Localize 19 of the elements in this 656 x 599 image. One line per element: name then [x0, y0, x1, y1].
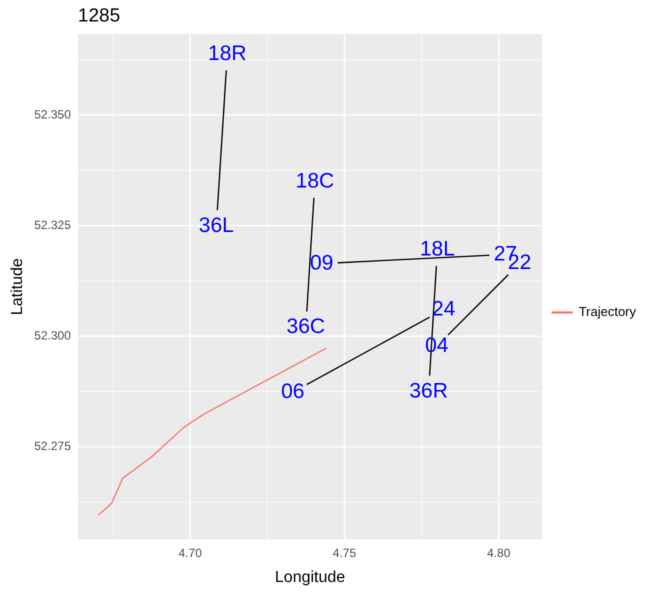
x-tick-label: 4.70: [178, 546, 202, 560]
annotation: 18L: [420, 238, 455, 261]
y-tick-label: 52.325: [34, 218, 72, 232]
x-tick-label: 4.80: [487, 546, 511, 560]
legend-label: Trajectory: [578, 304, 636, 320]
chart-title: 1285: [78, 6, 120, 27]
y-axis-title: Latitude: [9, 258, 26, 316]
annotation: 36L: [198, 214, 234, 237]
x-tick-label: 4.75: [332, 546, 356, 560]
annotation: 06: [281, 380, 304, 403]
annotation: 36C: [286, 315, 326, 338]
annotation: 18C: [296, 170, 334, 193]
y-tick-label: 52.275: [34, 439, 72, 454]
y-tick-label: 52.350: [34, 107, 72, 122]
x-axis-title: Longitude: [274, 568, 346, 586]
y-tick-label: 52.300: [34, 328, 72, 343]
annotation: 09: [310, 251, 334, 274]
annotation: 18R: [208, 42, 247, 66]
annotation: 36R: [409, 379, 448, 402]
